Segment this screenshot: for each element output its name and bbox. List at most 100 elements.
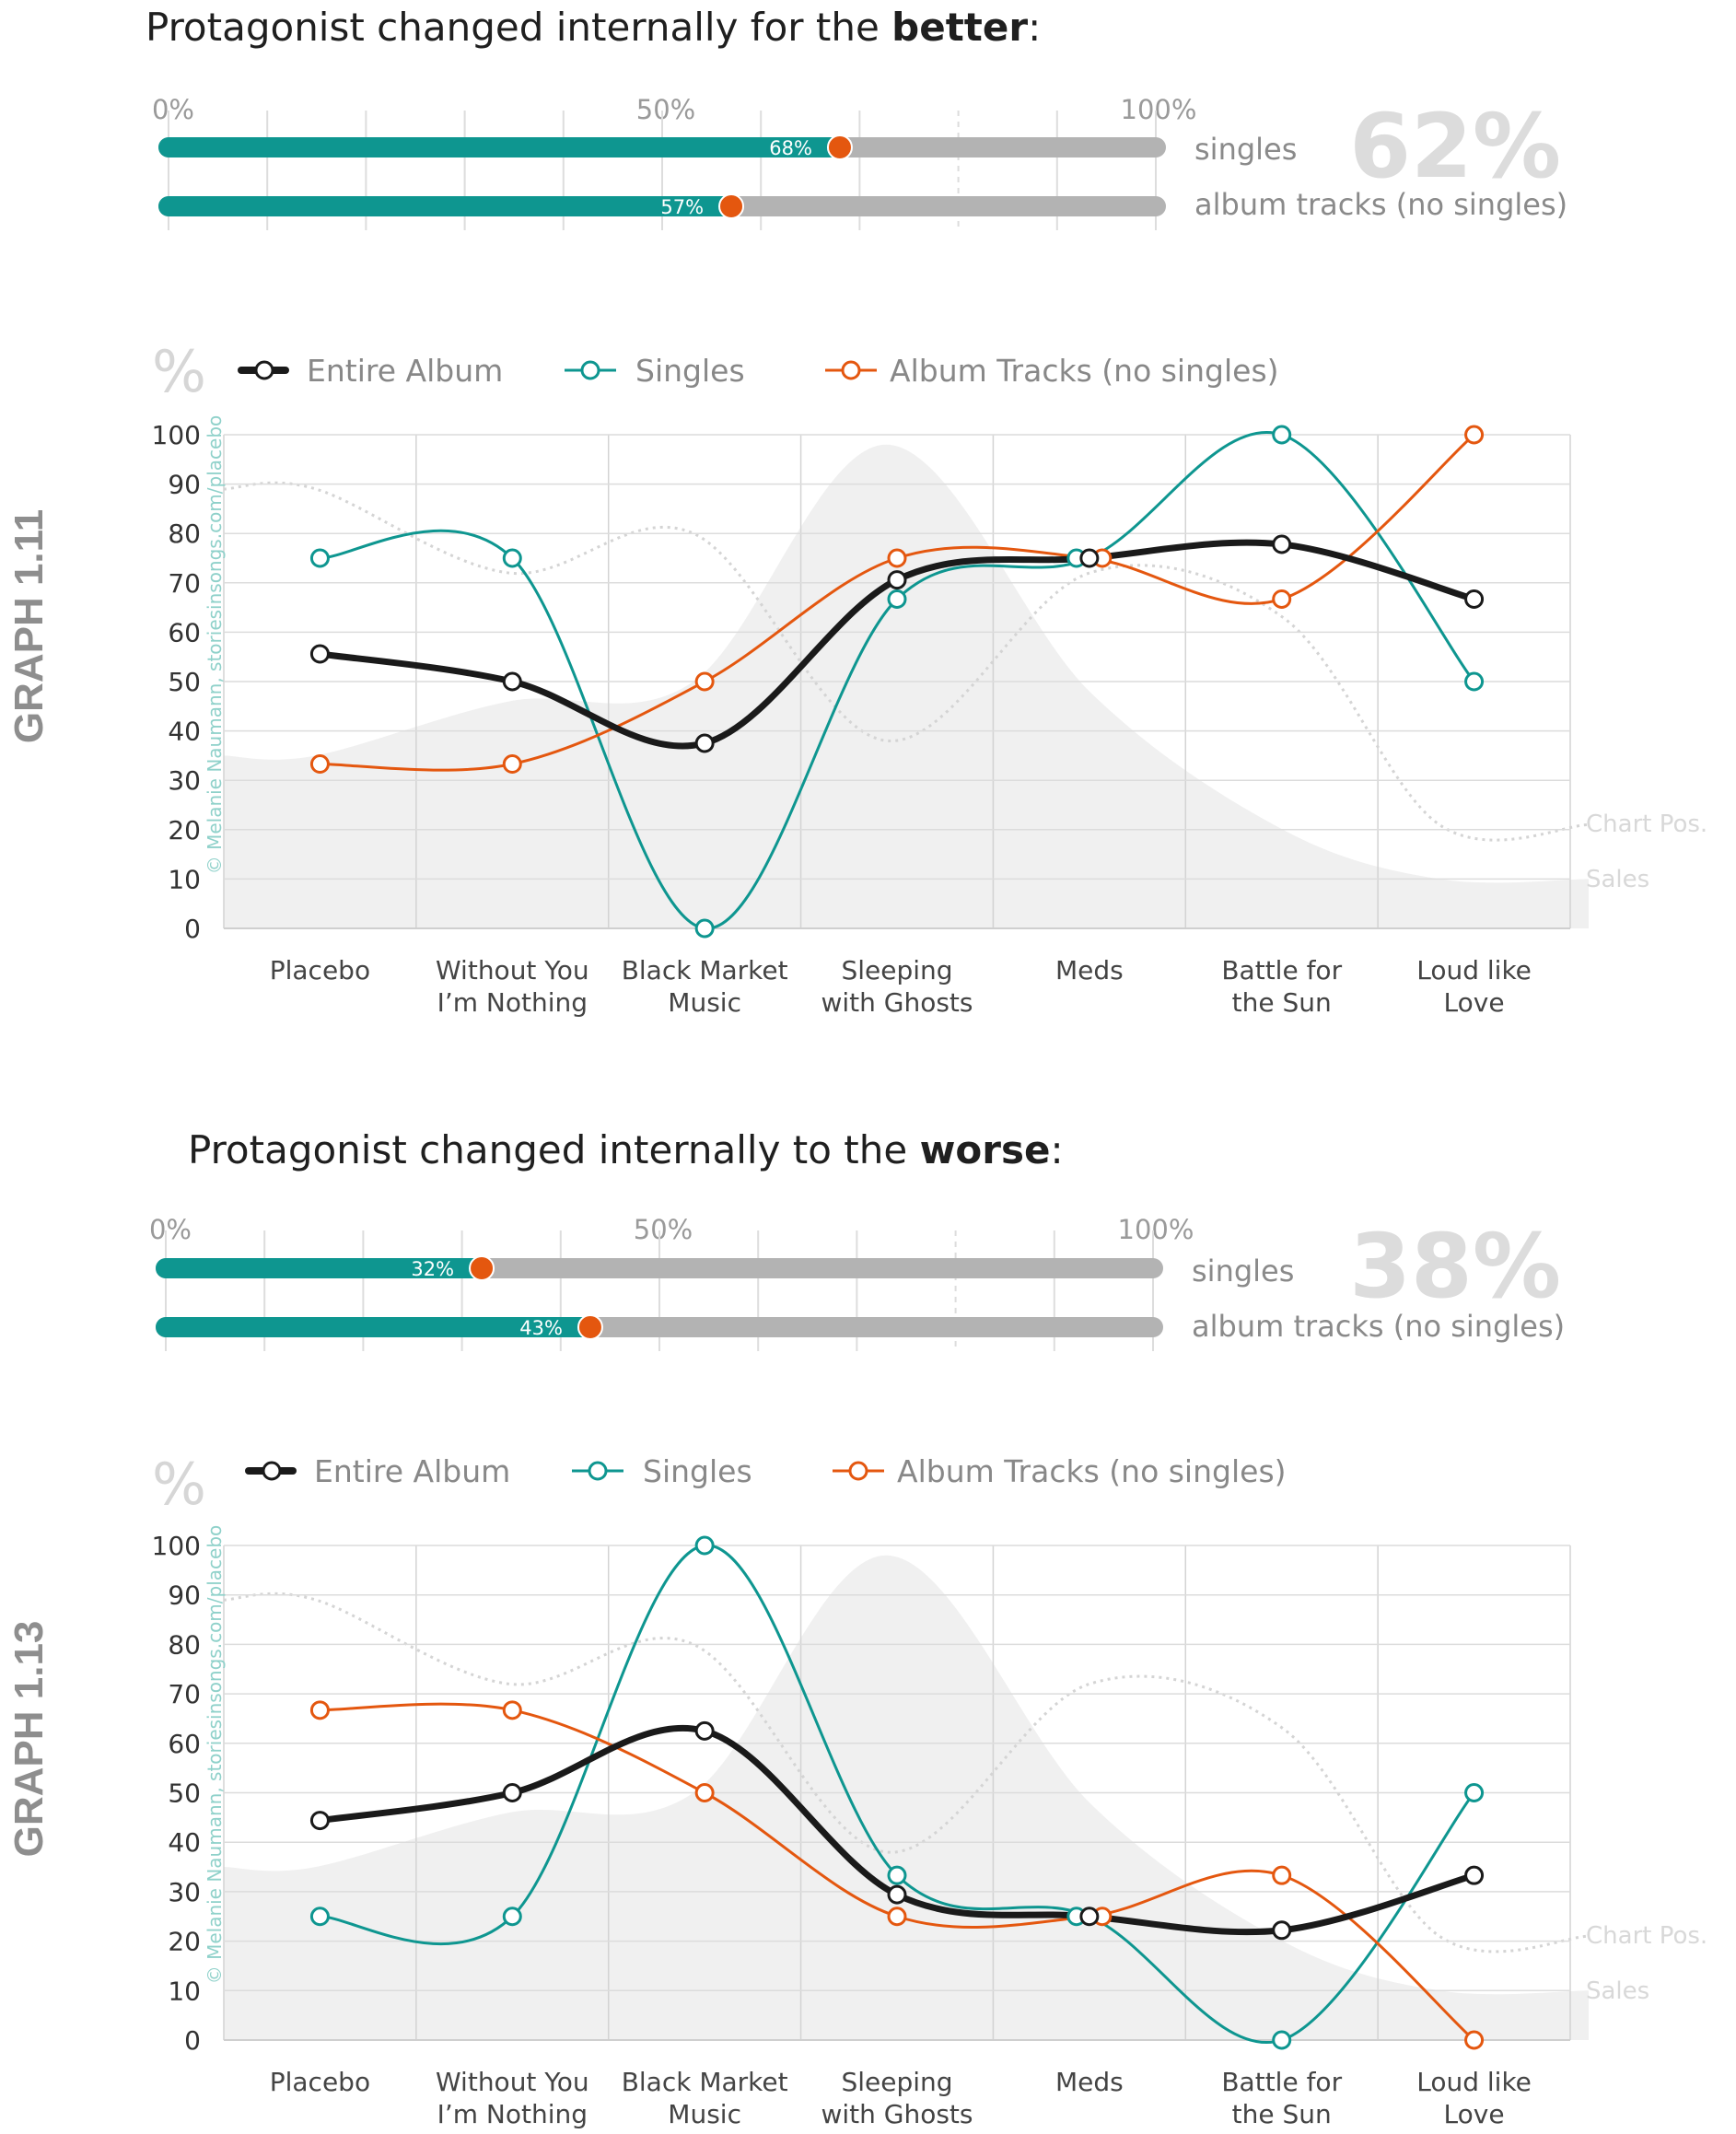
legend: Entire Album Singles Album Tracks (no si…: [238, 353, 1279, 389]
y-unit-symbol: %: [152, 338, 206, 405]
data-point-album-tracks: [1272, 1865, 1292, 1885]
data-point-entire-album: [694, 733, 715, 753]
bar-axis-100: 100%: [1121, 94, 1197, 125]
data-point-entire-album: [1272, 534, 1292, 554]
x-category-label: Without You I’m Nothing: [436, 2067, 589, 2129]
data-point-entire-album: [309, 644, 330, 664]
y-tick-label: 90: [168, 1580, 201, 1611]
bar-label-album-tracks: album tracks (no singles): [1194, 187, 1567, 222]
y-tick-label: 30: [168, 1877, 201, 1907]
chart-pos-label: Chart Pos.: [1586, 1922, 1707, 1950]
x-category-label: Loud like Love: [1416, 955, 1532, 1018]
bar-label-album-tracks: album tracks (no singles): [1192, 1309, 1565, 1344]
chart-pos-line: [223, 1592, 1590, 1953]
y-tick-label: 50: [168, 667, 201, 697]
legend-marker-singles: [588, 1461, 608, 1481]
bar-label-singles: singles: [1194, 132, 1297, 167]
sales-label: Sales: [1586, 866, 1649, 893]
y-tick-label: 60: [168, 1729, 201, 1759]
data-point-album-tracks: [887, 548, 907, 568]
y-tick-label: 0: [184, 2025, 201, 2056]
data-point-singles: [887, 1865, 907, 1885]
x-category-label: Battle for the Sun: [1221, 2067, 1342, 2129]
y-tick-label: 80: [168, 519, 201, 549]
data-point-entire-album: [309, 1811, 330, 1831]
legend-marker-album-tracks: [841, 360, 861, 380]
data-point-album-tracks: [502, 754, 522, 775]
data-point-singles: [309, 1907, 330, 1927]
y-tick-label: 70: [168, 568, 201, 599]
data-point-entire-album: [1272, 1920, 1292, 1941]
data-point-entire-album: [502, 1783, 522, 1802]
y-tick-label: 0: [184, 914, 201, 944]
data-point-singles: [1272, 2030, 1292, 2050]
y-tick-label: 20: [168, 1927, 201, 1957]
y-tick-label: 50: [168, 1778, 201, 1809]
data-point-entire-album: [887, 570, 907, 590]
data-point-album-tracks: [309, 754, 330, 775]
section-title: Protagonist changed internally for the b…: [146, 5, 1041, 50]
bar-value-marker: [826, 134, 853, 160]
sales-label: Sales: [1586, 1977, 1649, 2005]
x-category-label: Loud like Love: [1416, 2067, 1532, 2129]
bar-axis-50: 50%: [636, 94, 695, 125]
legend-entire-album: Entire Album: [307, 353, 503, 389]
data-point-album-tracks: [1464, 425, 1485, 445]
data-point-album-tracks: [887, 1907, 907, 1927]
y-tick-label: 100: [152, 1531, 201, 1561]
x-category-label: Placebo: [270, 2067, 370, 2097]
bar-axis-0: 0%: [149, 1214, 192, 1245]
legend-entire-album: Entire Album: [314, 1453, 510, 1489]
legend: Entire Album Singles Album Tracks (no si…: [245, 1453, 1287, 1489]
bar-value-marker: [469, 1255, 495, 1281]
data-point-album-tracks: [694, 1783, 715, 1802]
data-point-entire-album: [1079, 548, 1100, 568]
data-point-singles: [1272, 425, 1292, 445]
line-chart: % Entire Album Singles Album Tracks (no …: [152, 338, 1708, 1018]
x-category-label: Meds: [1055, 2067, 1124, 2097]
line-chart: % Entire Album Singles Album Tracks (no …: [152, 1451, 1708, 2129]
legend-singles: Singles: [635, 353, 745, 389]
data-point-singles: [502, 1907, 522, 1927]
y-tick-label: 80: [168, 1629, 201, 1660]
bar-axis-0: 0%: [152, 94, 194, 125]
y-tick-label: 60: [168, 617, 201, 647]
big-percent: 38%: [1349, 1215, 1561, 1318]
y-tick-label: 100: [152, 420, 201, 450]
graph-label: GRAPH 1.11: [6, 509, 52, 743]
legend-marker-album-tracks: [848, 1461, 868, 1481]
x-category-label: Black Market Music: [622, 2067, 788, 2129]
data-point-entire-album: [1464, 1865, 1485, 1885]
data-point-singles: [1464, 671, 1485, 692]
bar-label-singles: singles: [1192, 1254, 1294, 1289]
legend-album-tracks: Album Tracks (no singles): [890, 353, 1279, 389]
bar-axis-50: 50%: [634, 1214, 693, 1245]
y-tick-label: 40: [168, 1827, 201, 1858]
legend-marker-entire: [262, 1461, 282, 1481]
data-point-album-tracks: [1464, 2030, 1485, 2050]
sales-area: [224, 444, 1589, 928]
data-point-singles: [694, 1535, 715, 1556]
data-point-album-tracks: [1272, 589, 1292, 609]
y-unit-symbol: %: [152, 1451, 206, 1518]
section-better: Protagonist changed internally for the b…: [6, 5, 1707, 1018]
x-category-label: Sleeping with Ghosts: [821, 955, 973, 1018]
credit-text: © Melanie Naumann, storiesinsongs.com/pl…: [204, 415, 226, 875]
y-tick-label: 20: [168, 815, 201, 845]
data-point-entire-album: [1464, 589, 1485, 609]
y-tick-label: 90: [168, 470, 201, 500]
data-point-album-tracks: [502, 1700, 522, 1720]
graph-label: GRAPH 1.13: [6, 1621, 52, 1858]
data-point-singles: [694, 918, 715, 939]
legend-album-tracks: Album Tracks (no singles): [897, 1453, 1287, 1489]
legend-singles: Singles: [643, 1453, 752, 1489]
section-worse: Protagonist changed internally to the wo…: [6, 1127, 1707, 2129]
big-percent: 62%: [1349, 95, 1561, 198]
bar-value-label: 43%: [519, 1317, 563, 1339]
bar-value-marker: [577, 1314, 603, 1340]
x-category-label: Without You I’m Nothing: [436, 955, 589, 1018]
sales-area: [224, 1555, 1589, 2040]
data-point-singles: [309, 548, 330, 568]
data-point-singles: [1464, 1783, 1485, 1802]
